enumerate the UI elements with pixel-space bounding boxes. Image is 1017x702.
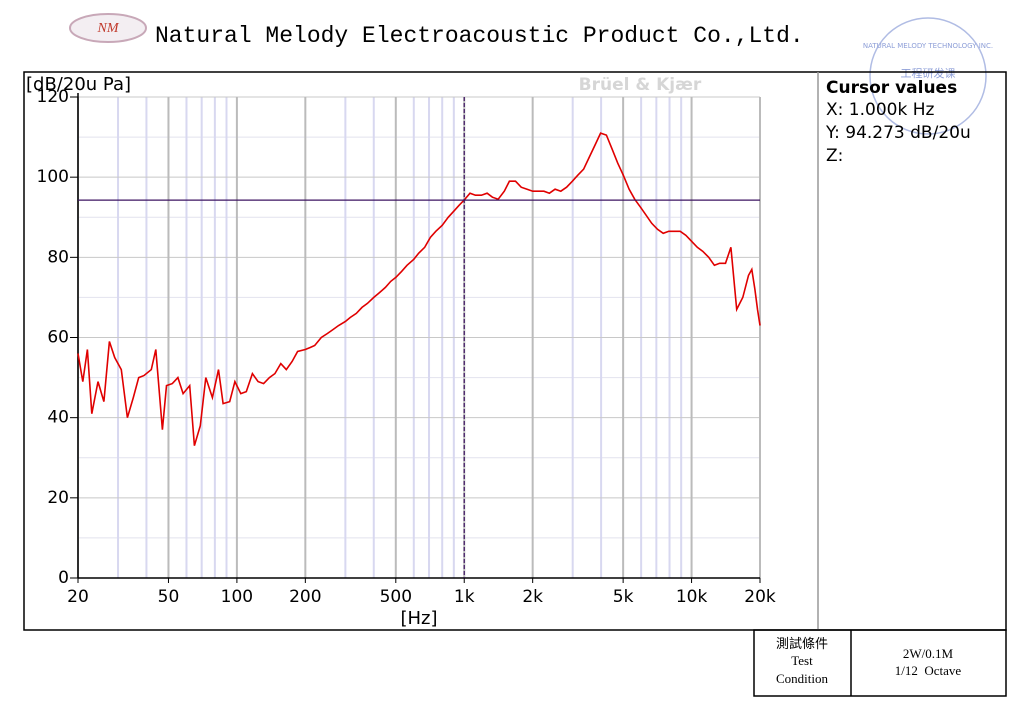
logo-text: NM — [97, 21, 120, 36]
condition-label: 測試條件 — [776, 636, 828, 651]
y-tick-label: 20 — [47, 488, 69, 508]
y-tick-label: 100 — [37, 167, 69, 187]
x-tick-label: 10k — [676, 587, 708, 607]
cursor-z: Z: — [826, 146, 843, 166]
x-tick-label: 2k — [522, 587, 543, 607]
condition-table — [753, 629, 1007, 697]
x-tick-label: 500 — [380, 587, 412, 607]
y-tick-label: 40 — [47, 408, 69, 428]
cursor-x: X: 1.000k Hz — [826, 100, 934, 120]
x-tick-label: 20k — [744, 587, 776, 607]
y-tick-label: 80 — [47, 247, 69, 267]
y-tick-label: 120 — [37, 87, 69, 107]
x-tick-label: 20 — [67, 587, 89, 607]
condition-value: 1/12 Octave — [895, 663, 962, 678]
frame — [23, 71, 1007, 631]
condition-label: Test — [791, 653, 813, 668]
stamp-text: 工程研发课 — [901, 66, 956, 80]
cursor-y: Y: 94.273 dB/20u — [825, 123, 971, 143]
y-tick-label: 0 — [58, 568, 69, 588]
x-tick-label: 100 — [221, 587, 253, 607]
company-title: Natural Melody Electroacoustic Product C… — [155, 23, 804, 49]
x-tick-label: 5k — [613, 587, 634, 607]
condition-value: 2W/0.1M — [903, 646, 954, 661]
y-axis-label: [dB/20u Pa] — [26, 74, 131, 95]
x-axis-label: [Hz] — [400, 608, 437, 629]
cursor-title: Cursor values — [826, 78, 957, 98]
watermark: Brüel & Kjær — [579, 75, 702, 95]
condition-label: Condition — [776, 671, 829, 686]
x-tick-label: 1k — [454, 587, 475, 607]
logo — [69, 13, 147, 43]
y-tick-label: 60 — [47, 328, 69, 348]
x-tick-label: 200 — [289, 587, 321, 607]
stamp-text: NATURAL MELODY TECHNOLOGY INC. — [863, 42, 993, 50]
data-line — [77, 132, 761, 446]
x-tick-label: 50 — [158, 587, 180, 607]
stamp — [869, 17, 987, 135]
